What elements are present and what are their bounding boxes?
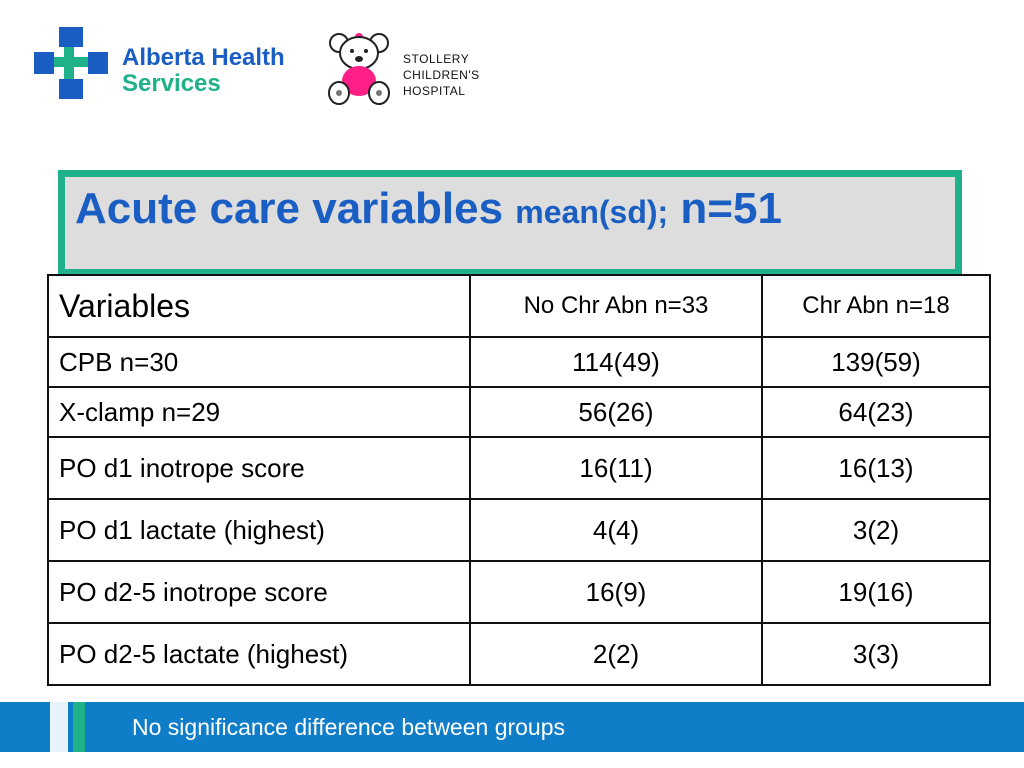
stollery-line3: HOSPITAL: [403, 84, 466, 98]
row-chr-abn: 19(16): [761, 560, 991, 624]
header-chr-abn: Chr Abn n=18: [761, 274, 991, 338]
table-header-row: Variables No Chr Abn n=33 Chr Abn n=18: [47, 274, 991, 338]
row-variable: PO d2-5 inotrope score: [47, 560, 471, 624]
row-no-chr-abn: 2(2): [469, 622, 763, 686]
footer-decoration-accent: [73, 702, 85, 752]
table-row: PO d2-5 lactate (highest) 2(2) 3(3): [47, 622, 991, 686]
table-row: PO d1 lactate (highest) 4(4) 3(2): [47, 498, 991, 562]
stollery-line1: STOLLERY: [403, 52, 470, 66]
table-row: CPB n=30 114(49) 139(59): [47, 336, 991, 388]
row-variable: X-clamp n=29: [47, 386, 471, 438]
ahs-wordmark: Alberta Health Services: [122, 45, 285, 97]
footer-bar: [0, 702, 1024, 752]
row-chr-abn: 3(3): [761, 622, 991, 686]
teddy-bear-icon: [328, 33, 390, 105]
stollery-line2: CHILDREN'S: [403, 68, 480, 82]
slide-title: Acute care variables mean(sd); n=51: [75, 183, 782, 238]
table-row: PO d1 inotrope score 16(11) 16(13): [47, 436, 991, 500]
title-suffix-mid: mean(sd);: [515, 194, 669, 230]
row-variable: PO d2-5 lactate (highest): [47, 622, 471, 686]
title-suffix-end: n=51: [680, 184, 782, 233]
row-chr-abn: 3(2): [761, 498, 991, 562]
row-no-chr-abn: 4(4): [469, 498, 763, 562]
ahs-logo: Alberta Health Services: [34, 27, 294, 107]
ahs-cross-icon: [34, 27, 108, 99]
title-main: Acute care variables: [75, 184, 504, 233]
header-variables: Variables: [47, 274, 471, 338]
row-chr-abn: 64(23): [761, 386, 991, 438]
footer-note: No significance difference between group…: [132, 714, 566, 740]
table-row: PO d2-5 inotrope score 16(9) 19(16): [47, 560, 991, 624]
acute-care-table: Variables No Chr Abn n=33 Chr Abn n=18 C…: [47, 274, 991, 686]
row-no-chr-abn: 114(49): [469, 336, 763, 388]
table-row: X-clamp n=29 56(26) 64(23): [47, 386, 991, 438]
header-no-chr-abn: No Chr Abn n=33: [469, 274, 763, 338]
stollery-logo: STOLLERY CHILDREN'S HOSPITAL: [325, 27, 495, 107]
stollery-wordmark: STOLLERY CHILDREN'S HOSPITAL: [403, 51, 480, 99]
row-no-chr-abn: 56(26): [469, 386, 763, 438]
row-variable: PO d1 inotrope score: [47, 436, 471, 500]
ahs-line1: Alberta Health: [122, 44, 285, 71]
row-variable: CPB n=30: [47, 336, 471, 388]
row-no-chr-abn: 16(9): [469, 560, 763, 624]
footer-decoration: [50, 702, 68, 752]
row-variable: PO d1 lactate (highest): [47, 498, 471, 562]
row-no-chr-abn: 16(11): [469, 436, 763, 500]
row-chr-abn: 16(13): [761, 436, 991, 500]
ahs-line2: Services: [122, 70, 221, 97]
row-chr-abn: 139(59): [761, 336, 991, 388]
title-box: Acute care variables mean(sd); n=51: [58, 170, 962, 276]
